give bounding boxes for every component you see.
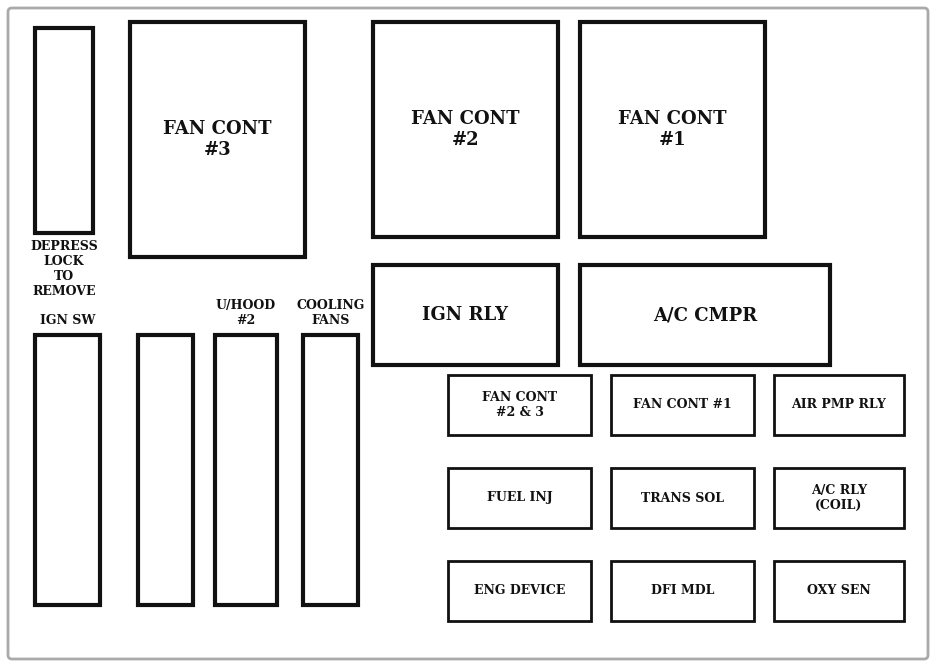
FancyBboxPatch shape xyxy=(8,8,928,659)
Text: AIR PMP RLY: AIR PMP RLY xyxy=(792,398,886,412)
Text: TRANS SOL: TRANS SOL xyxy=(641,492,724,504)
Bar xyxy=(35,28,93,233)
Text: DFI MDL: DFI MDL xyxy=(651,584,714,598)
Text: FAN CONT
#1: FAN CONT #1 xyxy=(619,110,726,149)
Text: FAN CONT #1: FAN CONT #1 xyxy=(633,398,732,412)
Text: FAN CONT
#3: FAN CONT #3 xyxy=(163,120,271,159)
Text: FUEL INJ: FUEL INJ xyxy=(487,492,552,504)
Bar xyxy=(130,22,305,257)
Bar xyxy=(303,335,358,605)
Bar xyxy=(611,375,754,435)
Bar xyxy=(373,265,558,365)
Text: COOLING
FANS: COOLING FANS xyxy=(297,299,365,327)
Text: A/C RLY
(COIL): A/C RLY (COIL) xyxy=(811,484,867,512)
Bar xyxy=(138,335,193,605)
Text: IGN RLY: IGN RLY xyxy=(422,306,508,324)
Text: U/HOOD
#2: U/HOOD #2 xyxy=(216,299,276,327)
Bar xyxy=(580,265,830,365)
Bar xyxy=(611,468,754,528)
Text: FAN CONT
#2: FAN CONT #2 xyxy=(411,110,519,149)
Bar xyxy=(580,22,765,237)
Text: FAN CONT
#2 & 3: FAN CONT #2 & 3 xyxy=(482,391,557,419)
Bar xyxy=(448,468,591,528)
Bar xyxy=(215,335,277,605)
Text: OXY SEN: OXY SEN xyxy=(807,584,870,598)
Bar xyxy=(611,561,754,621)
Bar xyxy=(448,375,591,435)
Bar xyxy=(448,561,591,621)
Text: A/C CMPR: A/C CMPR xyxy=(653,306,757,324)
Bar xyxy=(774,375,904,435)
Bar xyxy=(35,335,100,605)
Bar xyxy=(774,468,904,528)
Text: IGN SW: IGN SW xyxy=(40,314,95,327)
Text: ENG DEVICE: ENG DEVICE xyxy=(474,584,565,598)
Bar xyxy=(774,561,904,621)
Bar xyxy=(373,22,558,237)
Text: DEPRESS
LOCK
TO
REMOVE: DEPRESS LOCK TO REMOVE xyxy=(30,240,98,298)
